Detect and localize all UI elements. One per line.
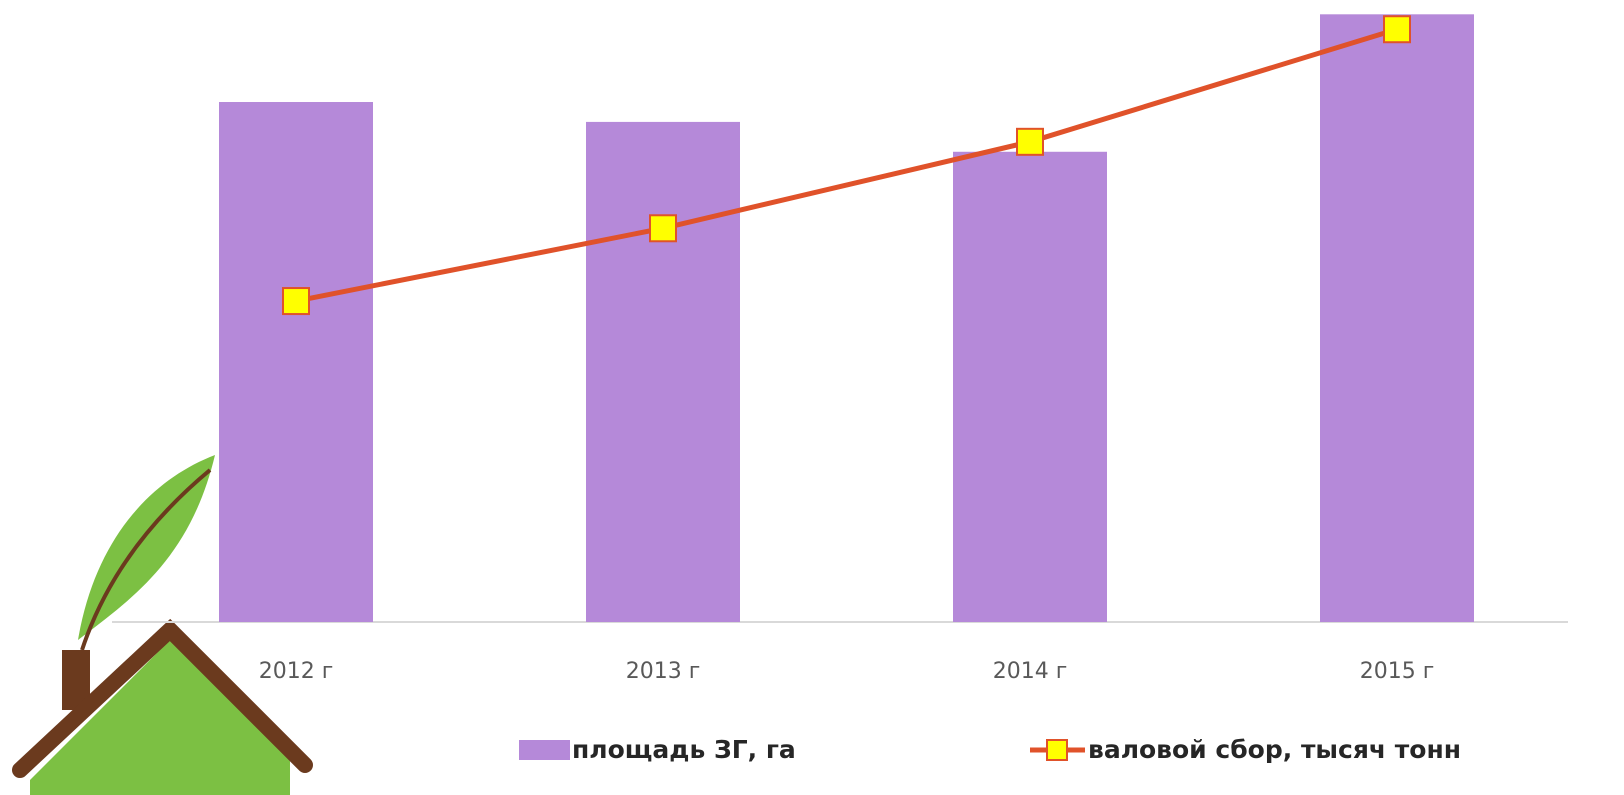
legend-label: валовой сбор, тысяч тонн (1088, 735, 1461, 764)
x-tick-label: 2012 г (259, 659, 334, 684)
line (295, 26, 1398, 304)
x-tick-label: 2015 г (1360, 659, 1435, 684)
x-tick-label: 2013 г (626, 659, 701, 684)
logo (12, 455, 313, 795)
marker (282, 287, 310, 316)
marker (1383, 15, 1411, 44)
bar (1320, 14, 1474, 622)
legend-marker (1046, 739, 1068, 761)
bar (586, 121, 740, 623)
marker (1016, 127, 1044, 156)
marker (649, 214, 677, 243)
bar (953, 151, 1107, 622)
legend-swatch (519, 740, 570, 760)
x-tick-label: 2014 г (993, 659, 1068, 684)
legend-label: площадь ЗГ, га (572, 735, 796, 764)
bar (219, 102, 373, 623)
